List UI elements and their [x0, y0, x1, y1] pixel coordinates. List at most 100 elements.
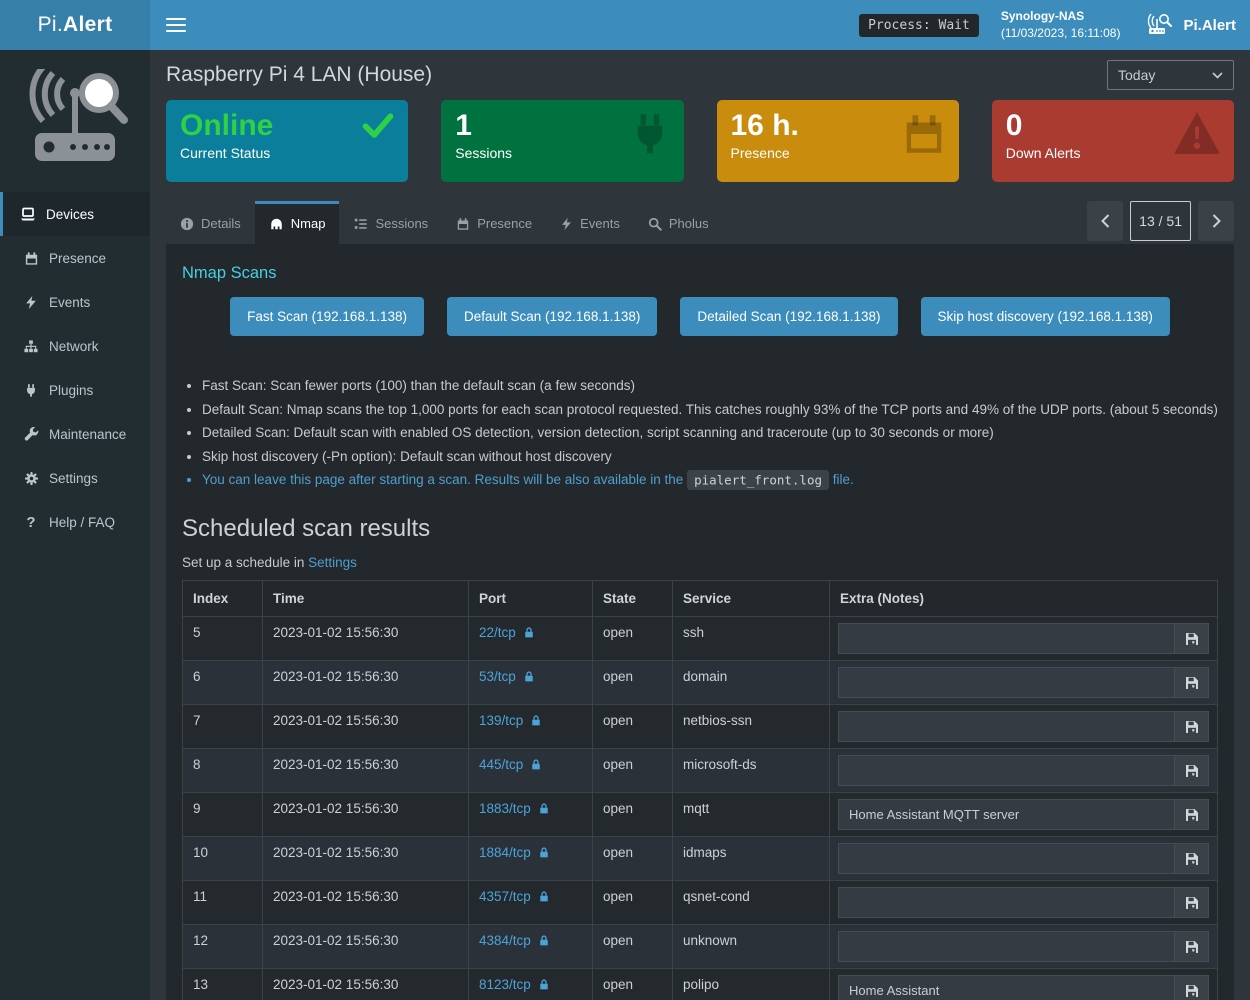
note-input[interactable]	[839, 668, 1174, 697]
wrench-icon	[22, 426, 40, 442]
note-input[interactable]	[839, 756, 1174, 785]
port-link[interactable]: 8123/tcp	[479, 977, 550, 992]
port-link[interactable]: 1884/tcp	[479, 845, 550, 860]
sidebar-item-help[interactable]: ? Help / FAQ	[0, 500, 150, 544]
sidebar-item-label: Events	[49, 294, 91, 310]
detailed-scan-button[interactable]: Detailed Scan (192.168.1.138)	[680, 297, 898, 336]
save-note-button[interactable]	[1174, 888, 1208, 917]
lock-icon	[540, 847, 548, 858]
cell-port: 53/tcp	[468, 660, 593, 705]
cell-note	[829, 704, 1218, 749]
skip-host-discovery-button[interactable]: Skip host discovery (192.168.1.138)	[920, 297, 1170, 336]
note-input[interactable]	[839, 800, 1174, 829]
cell-service: microsoft-ds	[672, 748, 830, 793]
info-icon	[180, 217, 194, 231]
save-note-button[interactable]	[1174, 668, 1208, 697]
device-page-count: 13 / 51	[1130, 201, 1191, 241]
col-header-time: Time	[262, 580, 469, 617]
sidebar-logo	[0, 50, 150, 192]
sidebar-item-devices[interactable]: Devices	[0, 192, 150, 236]
router-search-logo-icon	[29, 69, 128, 161]
card-down-alerts: 0 Down Alerts	[991, 100, 1234, 182]
scheduled-results-heading: Scheduled scan results	[182, 515, 431, 542]
save-note-button[interactable]	[1174, 976, 1208, 1000]
table-row: 8 2023-01-02 15:56:30 445/tcp open micro…	[182, 748, 1218, 793]
settings-link[interactable]: Settings	[308, 555, 357, 570]
tab-sessions[interactable]: Sessions	[339, 201, 442, 244]
cell-port: 445/tcp	[468, 748, 593, 793]
cell-service: qsnet-cond	[672, 880, 830, 925]
sitemap-icon	[22, 339, 40, 354]
cell-index: 9	[182, 792, 263, 837]
port-link[interactable]: 53/tcp	[479, 669, 535, 684]
cell-note	[829, 748, 1218, 793]
port-link[interactable]: 445/tcp	[479, 757, 542, 772]
tab-label: Presence	[477, 216, 533, 231]
port-link[interactable]: 4384/tcp	[479, 933, 550, 948]
tab-events[interactable]: Events	[546, 201, 634, 244]
sidebar-item-maintenance[interactable]: Maintenance	[0, 412, 150, 456]
scan-note: Fast Scan: Scan fewer ports (100) than t…	[202, 378, 1218, 393]
cell-note	[829, 924, 1218, 969]
card-current-status: Online Current Status	[166, 100, 409, 182]
save-note-button[interactable]	[1174, 624, 1208, 653]
save-note-button[interactable]	[1174, 712, 1208, 741]
nas-name: Synology-NAS	[1000, 8, 1085, 23]
port-link[interactable]: 139/tcp	[479, 713, 542, 728]
sidebar-item-presence[interactable]: Presence	[0, 236, 150, 280]
save-icon	[1185, 808, 1198, 821]
scan-note: Skip host discovery (-Pn option): Defaul…	[202, 449, 1218, 464]
save-icon	[1185, 676, 1198, 689]
sidebar: Devices Presence Events Network Plugins …	[0, 50, 150, 1000]
port-link[interactable]: 22/tcp	[479, 625, 535, 640]
cell-service: ssh	[672, 616, 830, 661]
save-note-button[interactable]	[1174, 932, 1208, 961]
lock-icon	[540, 979, 548, 990]
cell-service: mqtt	[672, 792, 830, 837]
port-link[interactable]: 1883/tcp	[479, 801, 550, 816]
note-input[interactable]	[839, 712, 1174, 741]
lock-icon	[532, 759, 541, 770]
period-select[interactable]: Today	[1107, 60, 1234, 90]
save-note-button[interactable]	[1174, 756, 1208, 785]
table-header-row: Index Time Port State Service Extra (Not…	[182, 580, 1218, 617]
check-icon	[360, 110, 396, 140]
note-input[interactable]	[839, 976, 1174, 1000]
note-input[interactable]	[839, 932, 1174, 961]
sidebar-item-plugins[interactable]: Plugins	[0, 368, 150, 412]
cell-state: open	[592, 660, 673, 705]
note-input[interactable]	[839, 844, 1174, 873]
tab-nmap[interactable]: Nmap	[254, 201, 340, 244]
port-text: 445/tcp	[479, 757, 524, 772]
calendar-icon	[22, 251, 40, 266]
save-note-button[interactable]	[1174, 800, 1208, 829]
tab-label: Pholus	[668, 216, 709, 231]
hamburger-icon[interactable]	[166, 14, 186, 36]
tab-presence[interactable]: Presence	[442, 201, 546, 244]
gear-icon	[22, 471, 40, 486]
port-text: 4384/tcp	[479, 933, 531, 948]
tab-pholus[interactable]: Pholus	[634, 201, 723, 244]
app-logo[interactable]: Pi. Alert	[0, 0, 150, 50]
sidebar-item-network[interactable]: Network	[0, 324, 150, 368]
col-header-state: State	[592, 580, 673, 617]
tab-details[interactable]: Details	[166, 201, 255, 244]
brand-bold: Alert	[63, 13, 113, 36]
port-link[interactable]: 4357/tcp	[479, 889, 550, 904]
next-device-button[interactable]	[1198, 201, 1234, 241]
lock-icon	[540, 935, 548, 946]
note-input[interactable]	[839, 888, 1174, 917]
prev-device-button[interactable]	[1087, 201, 1124, 241]
cell-time: 2023-01-02 15:56:30	[262, 660, 469, 705]
note-input[interactable]	[839, 624, 1174, 653]
default-scan-button[interactable]: Default Scan (192.168.1.138)	[446, 297, 658, 336]
sidebar-item-settings[interactable]: Settings	[0, 456, 150, 500]
navbar-app-name: Pi.Alert	[1183, 16, 1236, 34]
col-header-notes: Extra (Notes)	[829, 580, 1218, 617]
table-row: 12 2023-01-02 15:56:30 4384/tcp open unk…	[182, 924, 1218, 969]
fast-scan-button[interactable]: Fast Scan (192.168.1.138)	[230, 297, 424, 336]
calendar-icon	[901, 110, 947, 158]
sidebar-item-events[interactable]: Events	[0, 280, 150, 324]
save-note-button[interactable]	[1174, 844, 1208, 873]
card-label: Down Alerts	[1005, 144, 1081, 161]
